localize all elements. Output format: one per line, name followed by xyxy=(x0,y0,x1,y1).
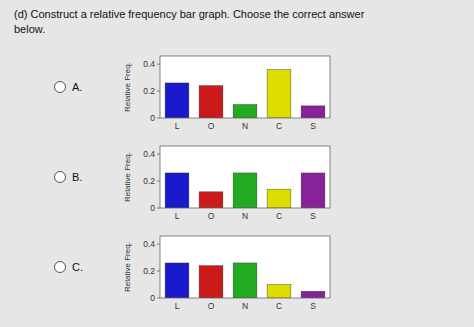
bar xyxy=(233,105,257,118)
bars xyxy=(165,69,325,118)
y-tick xyxy=(157,91,160,92)
option-label[interactable]: B. xyxy=(72,171,82,183)
plot-area xyxy=(160,56,330,118)
y-tick-label: 0.2 xyxy=(143,86,155,96)
y-tick xyxy=(157,271,160,272)
bar xyxy=(165,263,189,298)
y-tick-label: 0.4 xyxy=(143,239,155,249)
bar xyxy=(267,69,291,118)
bars xyxy=(165,173,325,208)
y-axis-label: Relative Freq. xyxy=(123,62,132,112)
x-tick-label: C xyxy=(276,121,282,131)
background xyxy=(0,0,474,327)
plot-area xyxy=(160,146,330,208)
y-tick xyxy=(157,244,160,245)
bar xyxy=(301,291,325,298)
x-tick-label: L xyxy=(175,121,180,131)
y-tick xyxy=(157,298,160,299)
radio-button[interactable] xyxy=(55,82,66,93)
bar xyxy=(301,106,325,118)
y-tick xyxy=(157,118,160,119)
y-tick xyxy=(157,208,160,209)
y-axis-label: Relative Freq. xyxy=(123,242,132,292)
x-tick-label: C xyxy=(276,301,282,311)
y-tick-label: 0 xyxy=(150,113,155,123)
option-label[interactable]: A. xyxy=(72,81,82,93)
x-tick-label: S xyxy=(310,211,316,221)
title: (d) Construct a relative frequency bar g… xyxy=(14,8,365,20)
y-tick-label: 0.2 xyxy=(143,266,155,276)
title: below. xyxy=(14,23,45,35)
y-tick-label: 0 xyxy=(150,203,155,213)
y-tick-label: 0.4 xyxy=(143,59,155,69)
x-tick-label: L xyxy=(175,301,180,311)
chart: C. 0 0.2 0.4 L O N C S Relative Freq. xyxy=(55,236,331,311)
bar xyxy=(165,173,189,208)
bar xyxy=(199,192,223,208)
x-tick-label: N xyxy=(242,301,248,311)
radio-button[interactable] xyxy=(55,262,66,273)
y-tick xyxy=(157,64,160,65)
bar xyxy=(165,83,189,118)
chart: B. 0 0.2 0.4 L O N C S Relative Freq. xyxy=(55,146,331,221)
x-tick-label: N xyxy=(242,121,248,131)
plot-frame xyxy=(160,146,330,208)
x-tick-label: O xyxy=(208,121,215,131)
bar xyxy=(267,285,291,298)
x-tick-label: O xyxy=(208,301,215,311)
y-tick-label: 0.2 xyxy=(143,176,155,186)
bar xyxy=(233,263,257,298)
y-tick-label: 0 xyxy=(150,293,155,303)
bar xyxy=(199,266,223,298)
chart-page: (d) Construct a relative frequency bar g… xyxy=(0,0,474,327)
plot-area xyxy=(160,236,330,298)
x-tick-label: C xyxy=(276,211,282,221)
plot-frame xyxy=(160,56,330,118)
option-label[interactable]: C. xyxy=(72,261,83,273)
y-tick xyxy=(157,181,160,182)
y-axis-label: Relative Freq. xyxy=(123,152,132,202)
radio-button[interactable] xyxy=(55,172,66,183)
bar xyxy=(233,173,257,208)
y-tick xyxy=(157,154,160,155)
chart: A. 0 0.2 0.4 L O N C S Relative Freq. xyxy=(55,56,331,131)
plot-frame xyxy=(160,236,330,298)
bar xyxy=(199,86,223,118)
y-tick-label: 0.4 xyxy=(143,149,155,159)
x-tick-label: O xyxy=(208,211,215,221)
bar xyxy=(301,173,325,208)
x-tick-label: L xyxy=(175,211,180,221)
bars xyxy=(165,263,325,298)
x-tick-label: S xyxy=(310,301,316,311)
bar xyxy=(267,189,291,208)
x-tick-label: S xyxy=(310,121,316,131)
x-tick-label: N xyxy=(242,211,248,221)
